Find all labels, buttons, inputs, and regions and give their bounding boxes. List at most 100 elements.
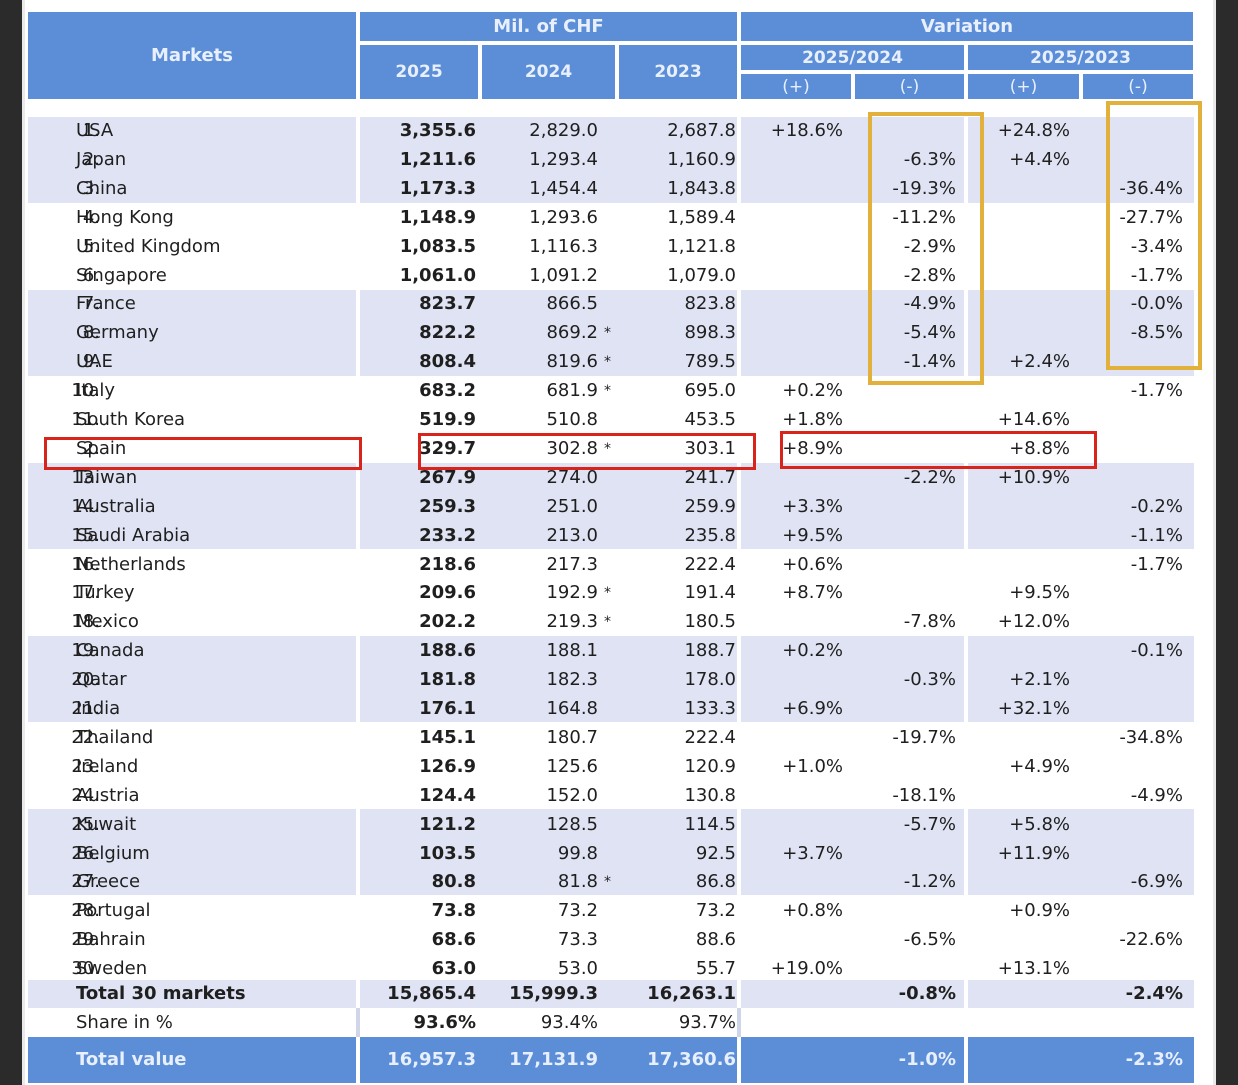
row-value-2025: 121.2 [419, 813, 476, 835]
row-rank: 2. [82, 148, 100, 170]
header-period-2025-2023: 2025/2023 [968, 45, 1193, 70]
row-value-2025: 145.1 [419, 726, 476, 748]
row-rank: 8. [82, 322, 100, 344]
table-row: 30. Sweden 63.0 53.0 55.7 +19.0% +13.1% [28, 955, 1194, 984]
share-2024: 93.4% [540, 1012, 598, 1033]
row-market-name: Germany [76, 322, 159, 344]
table-row: 25. Kuwait 121.2 128.5 114.5 -5.7% +5.8% [28, 811, 1194, 840]
row-var-2025-2023-minus: -0.2% [1130, 495, 1183, 517]
row-value-2025: 1,083.5 [399, 235, 476, 257]
row-value-2023: 191.4 [684, 582, 736, 604]
row-band-4 [28, 636, 1194, 722]
total-value-row: Total value 16,957.3 17,131.9 17,360.6 -… [28, 1037, 1194, 1083]
row-value-2024: 274.0 [546, 466, 598, 488]
row-var-2025-2023-plus: +9.5% [1009, 582, 1070, 604]
row-value-2025: 126.9 [419, 755, 476, 777]
row-value-2024: 152.0 [546, 784, 598, 806]
table-row: 8. Germany 822.2 869.2 * 898.3 -5.4% -8.5% [28, 319, 1194, 348]
row-var-2025-2024-plus: +6.9% [782, 698, 843, 719]
row-var-2025-2023-plus: +12.0% [997, 611, 1070, 633]
row-value-2025: 68.6 [431, 929, 476, 951]
row-value-2023: 188.7 [684, 640, 736, 662]
row-market-name: South Korea [76, 409, 186, 430]
table-row: 11. South Korea 519.9 510.8 453.5 +1.8% +14.6% [28, 406, 1194, 435]
row-var-2025-2024-minus: -19.7% [892, 726, 956, 748]
row-value-2025: 329.7 [419, 437, 476, 459]
row-value-2025: 188.6 [419, 640, 476, 662]
row-var-2025-2024-minus: -1.4% [903, 351, 956, 373]
row-market-name: Mexico [76, 611, 139, 633]
row-market-name: Austria [76, 784, 140, 806]
row-var-2025-2024-minus: -1.2% [903, 871, 956, 893]
row-rank: 10. [71, 380, 100, 402]
row-rank: 26. [71, 842, 100, 864]
row-var-2025-2024-minus: -19.3% [892, 177, 956, 199]
row-market-name: China [76, 177, 128, 199]
row-market-name: UAE [76, 351, 113, 373]
row-value-2024: 1,293.6 [529, 206, 598, 228]
row-value-2023: 86.8 [695, 871, 736, 893]
row-var-2025-2023-minus: -1.1% [1130, 524, 1183, 546]
row-value-2023: 180.5 [684, 611, 736, 633]
total30-2025: 15,865.4 [387, 983, 476, 1004]
row-value-2023: 695.0 [684, 380, 736, 402]
row-var-2025-2023-minus: -4.9% [1130, 784, 1183, 806]
row-rank: 18. [71, 611, 100, 633]
row-var-2025-2023-plus: +2.4% [1009, 351, 1070, 373]
total-value-2025: 16,957.3 [387, 1049, 476, 1070]
row-value-2023: 55.7 [695, 958, 736, 980]
row-value-2024: 125.6 [546, 755, 598, 777]
row-market-name: Saudi Arabia [76, 524, 191, 546]
row-var-2025-2024-plus: +9.5% [782, 524, 843, 546]
total-value-band [28, 1037, 1194, 1083]
row-market-name: Greece [76, 871, 141, 893]
row-value-2023: 120.9 [684, 755, 736, 777]
row-rank: 23. [71, 755, 100, 777]
row-value-2025: 683.2 [419, 380, 476, 402]
table-row: 6. Singapore 1,061.0 1,091.2 1,079.0 -2.8% -1.… [28, 262, 1194, 291]
row-value-2023: 133.3 [684, 698, 736, 719]
row-value-2023: 222.4 [684, 553, 736, 575]
row-value-2023: 130.8 [684, 784, 736, 806]
row-market-name: Canada [76, 640, 145, 662]
row-value-2024: 866.5 [546, 293, 598, 315]
row-var-2025-2023-minus: -1.7% [1130, 553, 1183, 575]
row-value-2023: 1,121.8 [667, 235, 736, 257]
row-value-2024: 99.8 [557, 842, 598, 864]
row-var-2025-2023-minus: -0.0% [1130, 293, 1183, 315]
row-value-2025: 267.9 [419, 466, 476, 488]
row-market-name: Netherlands [76, 553, 186, 575]
row-market-name: Turkey [76, 582, 135, 604]
table-row: 13. Taiwan 267.9 274.0 241.7 -2.2% +10.9% [28, 464, 1194, 493]
row-value-2024: 81.8 [557, 871, 598, 893]
red-highlight-values [418, 433, 756, 470]
row-rank: 15. [71, 524, 100, 546]
row-var-2025-2023-minus: -34.8% [1119, 726, 1183, 748]
row-var-2025-2024-minus: -6.3% [903, 148, 956, 170]
tv-sep-1 [356, 1037, 360, 1083]
tv-sep-3 [964, 1037, 968, 1083]
row-market-name: Ireland [76, 755, 139, 777]
row-rank: 11. [71, 409, 100, 430]
col-sep-mil [737, 117, 741, 1037]
row-rank: 14. [71, 495, 100, 517]
row-value-2024: 180.7 [546, 726, 598, 748]
row-rank: 29. [71, 929, 100, 951]
row-var-2025-2024-plus: +18.6% [770, 120, 843, 141]
row-value-2025: 181.8 [419, 669, 476, 691]
row-var-2025-2023-plus: +4.9% [1009, 755, 1070, 777]
row-rank: 16. [71, 553, 100, 575]
row-rank: 1. [82, 120, 100, 141]
red-highlight-variation [780, 431, 1097, 469]
row-var-2025-2023-minus: -6.9% [1130, 871, 1183, 893]
header-period-2025-2024: 2025/2024 [741, 45, 964, 70]
row-var-2025-2023-minus: -1.7% [1130, 380, 1183, 402]
table-row: 24. Austria 124.4 152.0 130.8 -18.1% -4.9% [28, 782, 1194, 811]
row-value-2023: 73.2 [695, 900, 736, 922]
row-var-2025-2023-minus: -1.7% [1130, 264, 1183, 286]
row-value-2023: 178.0 [684, 669, 736, 691]
share-label: Share in % [76, 1012, 173, 1033]
row-value-2024: 1,116.3 [529, 235, 598, 257]
row-value-2024: 510.8 [546, 409, 598, 430]
